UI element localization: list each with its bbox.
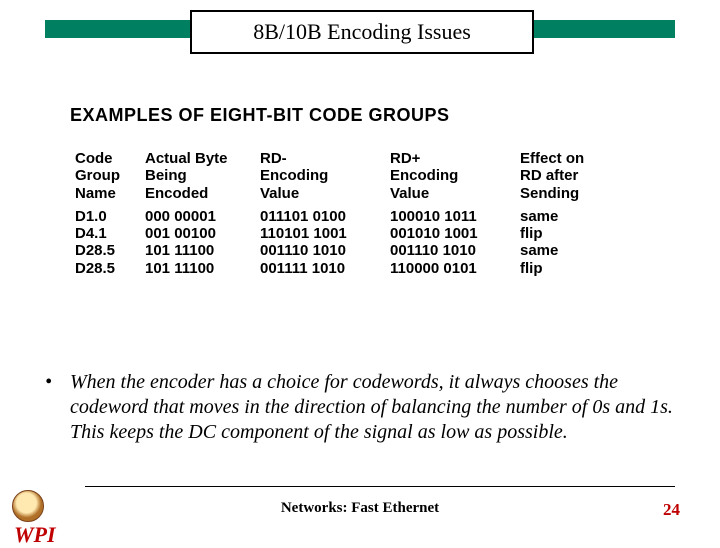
title-bar-left — [45, 20, 195, 38]
table-row: D4.1 001 00100 110101 1001 001010 1001 f… — [75, 225, 630, 242]
td: 101 11100 — [145, 242, 260, 259]
table-header: Code Actual Byte RD- RD+ Effect on Group… — [75, 150, 630, 202]
th-c3-l2: Encoding — [260, 167, 390, 184]
td: 100010 1011 — [390, 208, 520, 225]
th-c5-l1: Effect on — [520, 150, 630, 167]
section-heading: EXAMPLES OF EIGHT-BIT CODE GROUPS — [70, 105, 450, 126]
td: 101 11100 — [145, 260, 260, 277]
slide-title-text: 8B/10B Encoding Issues — [253, 19, 471, 45]
td: D4.1 — [75, 225, 145, 242]
td: D28.5 — [75, 260, 145, 277]
code-groups-table: Code Actual Byte RD- RD+ Effect on Group… — [75, 150, 630, 277]
th-c5-l2: RD after — [520, 167, 630, 184]
slide-title: 8B/10B Encoding Issues — [190, 10, 534, 54]
td: same — [520, 208, 630, 225]
td: 011101 0100 — [260, 208, 390, 225]
td: flip — [520, 260, 630, 277]
td: 000 00001 — [145, 208, 260, 225]
td: 001110 1010 — [260, 242, 390, 259]
td: D1.0 — [75, 208, 145, 225]
th-c2-l3: Encoded — [145, 185, 260, 202]
table-row: D28.5 101 11100 001110 1010 001110 1010 … — [75, 242, 630, 259]
bullet-item: • When the encoder has a choice for code… — [45, 370, 680, 445]
td: 110101 1001 — [260, 225, 390, 242]
footer-text: Networks: Fast Ethernet — [0, 500, 720, 517]
th-c5-l3: Sending — [520, 185, 630, 202]
logo-text: WPI — [14, 522, 56, 548]
td: same — [520, 242, 630, 259]
th-c2-l1: Actual Byte — [145, 150, 260, 167]
th-c1-l3: Name — [75, 185, 145, 202]
table-row: D28.5 101 11100 001111 1010 110000 0101 … — [75, 260, 630, 277]
td: 001010 1001 — [390, 225, 520, 242]
td: 001110 1010 — [390, 242, 520, 259]
td: 001 00100 — [145, 225, 260, 242]
th-c4-l1: RD+ — [390, 150, 520, 167]
bullet-text: When the encoder has a choice for codewo… — [70, 370, 680, 445]
td: 110000 0101 — [390, 260, 520, 277]
page-number: 24 — [663, 500, 680, 520]
title-bar-right — [525, 20, 675, 38]
th-c3-l1: RD- — [260, 150, 390, 167]
bullet-marker: • — [45, 370, 70, 445]
th-c1-l2: Group — [75, 167, 145, 184]
table-row: D1.0 000 00001 011101 0100 100010 1011 s… — [75, 208, 630, 225]
td: 001111 1010 — [260, 260, 390, 277]
th-c4-l2: Encoding — [390, 167, 520, 184]
th-c1-l1: Code — [75, 150, 145, 167]
td: D28.5 — [75, 242, 145, 259]
th-c2-l2: Being — [145, 167, 260, 184]
th-c3-l3: Value — [260, 185, 390, 202]
td: flip — [520, 225, 630, 242]
th-c4-l3: Value — [390, 185, 520, 202]
footer-divider — [85, 486, 675, 487]
